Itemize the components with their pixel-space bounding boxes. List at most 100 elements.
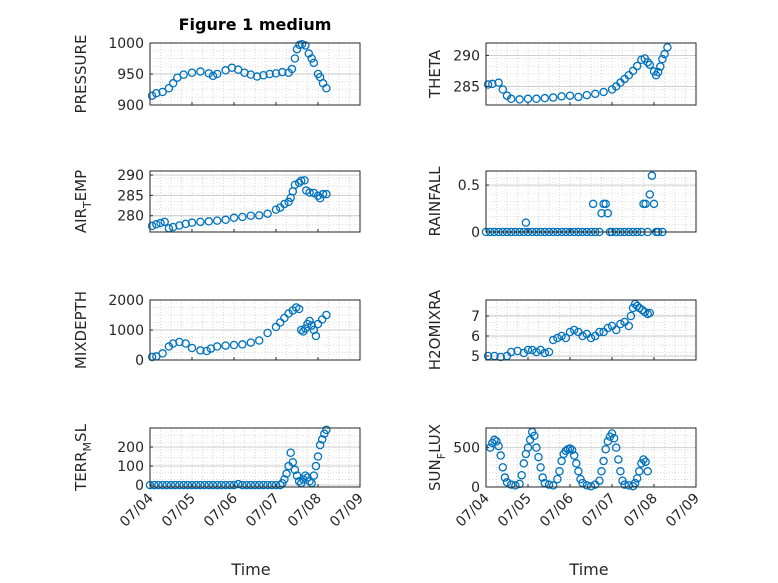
data-point [208,71,218,81]
data-point [280,313,289,323]
data-point [548,93,558,102]
data-point [204,69,214,78]
series-points [147,176,331,233]
y-axis-label: AIRTEMP [72,170,94,233]
data-point [548,481,558,490]
y-tick-label: 280 [117,209,144,225]
y-tick-label: 0.5 [458,178,480,194]
data-point [603,208,613,218]
data-point [181,339,190,348]
y-tick-label: 285 [117,188,144,204]
y-tick-label: 1000 [108,36,144,52]
data-point [496,352,505,362]
data-point [212,342,222,351]
data-point [645,190,655,199]
data-point [307,54,316,63]
data-point [158,349,167,358]
data-point [565,327,575,337]
data-point [252,72,262,81]
data-point [595,476,604,485]
y-tick-label: 100 [117,459,144,475]
data-point [246,211,256,220]
data-point [628,66,638,76]
data-point [561,333,571,343]
subplot-h2omixra: 5 6 7 H2OMIXRA [426,289,697,370]
data-point [196,480,205,490]
y-tick-label: 0 [135,478,144,494]
series-points [483,43,672,104]
y-axis-label: SUNFLUX [426,424,448,491]
data-point [626,311,636,321]
data-point [147,352,157,362]
subplot-theta: 285 290 THETA [426,42,697,106]
data-point [263,480,272,490]
data-point [498,85,508,94]
data-point [311,461,321,471]
y-axis-label: TERRMSL [72,423,94,492]
data-point [557,331,566,341]
data-point [322,425,331,435]
axes-box [485,42,697,106]
data-point [259,480,268,490]
grid [149,428,361,487]
data-point [611,325,621,335]
data-point [254,480,264,490]
data-point [305,188,314,197]
data-point [147,91,157,100]
data-point [641,457,650,467]
data-point [599,456,608,466]
data-point [158,87,167,97]
x-axis-label-right: Time [568,560,608,579]
y-axis-label: H2OMIXRA [426,289,444,370]
series-points [145,425,331,490]
data-point [152,220,161,229]
data-point [271,322,281,332]
data-point [511,481,520,490]
data-point [645,60,655,69]
y-tick-label: 1000 [108,323,144,339]
data-point [494,78,503,87]
y-tick-label: 0 [471,480,480,496]
data-point [635,467,644,476]
data-point [597,467,606,476]
data-point [530,431,539,441]
data-point [313,452,323,461]
data-point [179,480,188,490]
y-tick-label: 2000 [108,293,144,309]
data-point [656,62,665,71]
data-point [288,458,298,467]
data-point [267,480,277,490]
data-point [196,67,205,76]
data-point [578,331,587,341]
data-point [263,209,272,218]
y-tick-label: 5 [471,349,480,365]
data-point [565,91,575,100]
data-point [317,315,327,324]
data-point [160,217,169,227]
data-point [603,323,613,333]
data-point [624,321,634,331]
series-points [147,39,331,100]
data-point [290,54,300,63]
y-axis-label: MIXDEPTH [72,291,90,369]
data-point [483,80,493,89]
axes-box [149,170,361,233]
data-point [540,348,550,358]
data-point [313,191,323,201]
data-point [265,69,274,79]
data-point [317,435,327,444]
data-point [238,480,247,490]
data-point [611,443,621,452]
data-point [175,480,184,490]
data-point [162,480,172,490]
data-point [553,474,562,484]
data-point [296,325,306,335]
data-point [645,308,655,318]
data-point [660,49,669,59]
data-point [280,199,289,209]
data-point [318,189,328,199]
data-point [294,178,304,188]
data-point [200,480,209,490]
data-point [221,341,230,350]
